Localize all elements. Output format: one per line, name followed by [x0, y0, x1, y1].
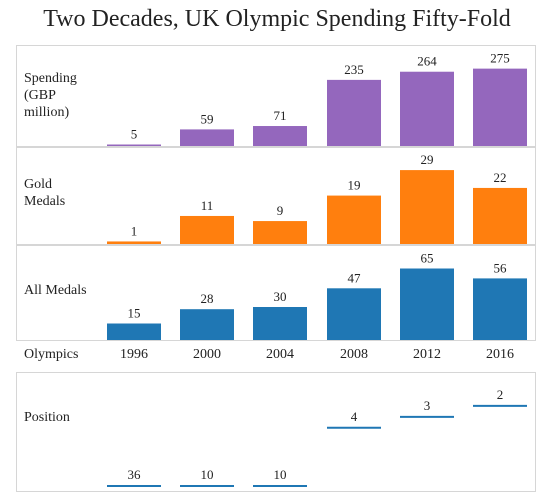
bar-spending-2016: [473, 68, 527, 146]
row-label-all-line-0: All Medals: [24, 283, 87, 298]
rank-label-2004: 10: [274, 467, 287, 482]
bar-spending-2012: [400, 71, 454, 146]
bar-all-2008: [327, 288, 381, 340]
bar-gold-2008: [327, 195, 381, 244]
row-label-spending-line-2: million): [24, 105, 69, 120]
data-label-spending-2016: 275: [490, 51, 510, 66]
data-label-gold-2016: 22: [494, 170, 507, 185]
bar-gold-2012: [400, 170, 454, 244]
bar-gold-2000: [180, 215, 234, 244]
panel-frame-all: [16, 245, 536, 341]
row-label-spending-line-0: Spending: [24, 71, 77, 86]
data-label-gold-1996: 1: [131, 223, 138, 238]
data-label-gold-2012: 29: [421, 152, 434, 167]
rank-label-2016: 2: [497, 387, 504, 402]
data-label-all-1996: 15: [128, 306, 141, 321]
panel-frame-spending: [16, 45, 536, 147]
row-label-gold-line-0: Gold: [24, 177, 52, 192]
row-label-gold-line-1: Medals: [24, 194, 65, 209]
data-label-spending-2008: 235: [344, 62, 364, 77]
x-tick-label-2004: 2004: [266, 347, 294, 362]
rank-label-2008: 4: [351, 409, 358, 424]
chart-title: Two Decades, UK Olympic Spending Fifty-F…: [43, 6, 511, 32]
bar-all-2012: [400, 268, 454, 340]
rank-label-1996: 36: [128, 467, 142, 482]
data-label-spending-2012: 264: [417, 54, 437, 69]
data-label-all-2016: 56: [494, 260, 508, 275]
x-tick-label-2016: 2016: [486, 347, 514, 362]
x-header-label: Olympics: [24, 347, 78, 362]
x-tick-label-2000: 2000: [193, 347, 221, 362]
bar-spending-1996: [107, 144, 161, 146]
bar-gold-2004: [253, 221, 307, 244]
data-label-gold-2004: 9: [277, 203, 284, 218]
data-label-all-2004: 30: [274, 289, 287, 304]
row-label-position-line-0: Position: [24, 410, 70, 425]
bar-all-2004: [253, 307, 307, 340]
bar-spending-2008: [327, 79, 381, 146]
x-tick-label-2008: 2008: [340, 347, 368, 362]
rank-label-2012: 3: [424, 398, 431, 413]
bar-gold-1996: [107, 241, 161, 244]
x-tick-label-1996: 1996: [120, 347, 148, 362]
data-label-spending-1996: 5: [131, 127, 138, 142]
bar-spending-2004: [253, 126, 307, 146]
data-label-gold-2008: 19: [348, 178, 361, 193]
data-label-spending-2004: 71: [274, 108, 287, 123]
data-label-all-2008: 47: [348, 270, 362, 285]
panel-frame-gold: [16, 147, 536, 245]
bar-gold-2016: [473, 187, 527, 244]
x-tick-label-2012: 2012: [413, 347, 441, 362]
data-label-all-2000: 28: [201, 291, 214, 306]
bar-spending-2000: [180, 129, 234, 146]
bar-all-2016: [473, 278, 527, 340]
data-label-gold-2000: 11: [201, 198, 214, 213]
row-label-spending-line-1: (GBP: [24, 88, 56, 103]
data-label-all-2012: 65: [421, 251, 434, 266]
bar-all-2000: [180, 309, 234, 340]
panel-frame-position: [16, 372, 536, 492]
bar-all-1996: [107, 323, 161, 340]
data-label-spending-2000: 59: [201, 111, 214, 126]
rank-label-2000: 10: [201, 467, 214, 482]
